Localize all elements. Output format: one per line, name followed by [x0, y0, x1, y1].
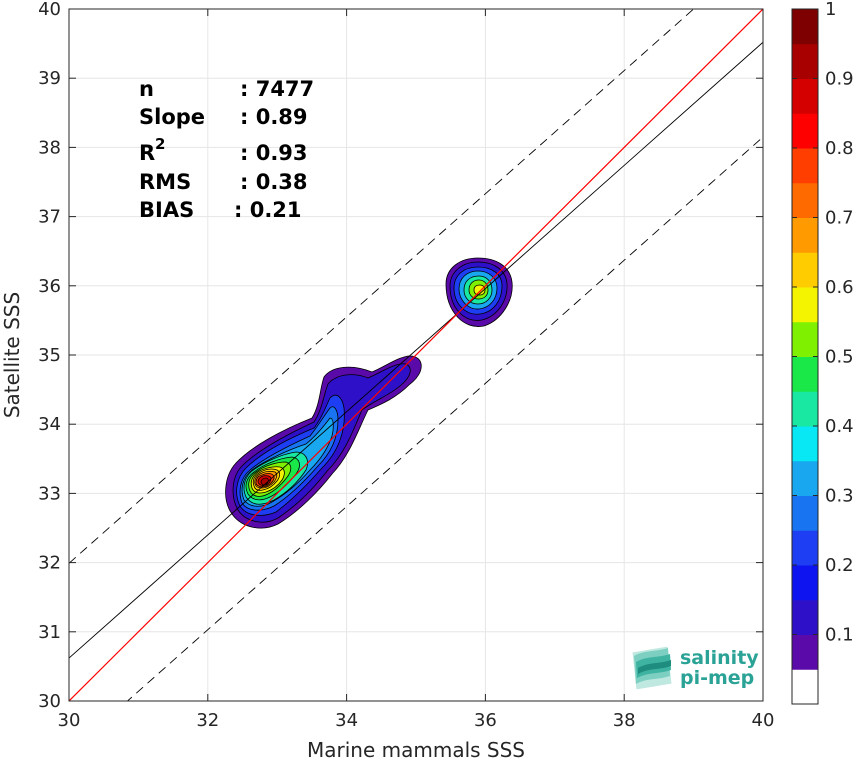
- stat-bias-label: BIAS: [139, 198, 194, 222]
- colorbar-segment: [792, 9, 818, 45]
- colorbar-segment: [792, 113, 818, 149]
- y-axis-title: Satellite SSS: [0, 292, 24, 418]
- y-tick-label: 39: [38, 68, 61, 89]
- y-tick-label: 34: [38, 414, 61, 435]
- rms-envelope-line: [69, 9, 695, 564]
- stat-n-label: n: [139, 77, 154, 101]
- colorbar-segment: [792, 43, 818, 79]
- axis-ticks: 30 32 34 36 38 40 30 31 32 33 34 35 36 37 38 39 40: [38, 0, 774, 731]
- colorbar-segment: [792, 252, 818, 288]
- colorbar-segment: [792, 78, 818, 114]
- colorbar-segment: [792, 669, 818, 705]
- wave-logo-icon: [631, 645, 673, 691]
- y-tick-label: 40: [38, 0, 61, 20]
- colorbar-segment: [792, 634, 818, 670]
- colorbar-tick-label: 0.6: [825, 277, 854, 298]
- stat-bias-value: : 0.21: [234, 198, 302, 222]
- x-tick-label: 34: [335, 710, 358, 731]
- colorbar-tick-label: 0.2: [825, 555, 854, 576]
- y-tick-label: 33: [38, 483, 61, 504]
- y-tick-label: 36: [38, 276, 61, 297]
- x-tick-label: 38: [613, 710, 636, 731]
- logo-salinity-text: salinity: [680, 647, 759, 669]
- colorbar-tick-label: 0.7: [825, 208, 854, 229]
- y-tick-label: 38: [38, 137, 61, 158]
- colorbar-segment: [792, 182, 818, 218]
- y-tick-label: 37: [38, 207, 61, 228]
- colorbar-segment: [792, 217, 818, 253]
- colorbar-segment: [792, 565, 818, 601]
- colorbar-segment: [792, 148, 818, 184]
- colorbar-tick-label: 0.4: [825, 416, 854, 437]
- colorbar-tick-label: 0.3: [825, 486, 854, 507]
- colorbar-segment: [792, 391, 818, 427]
- y-tick-label: 30: [38, 691, 61, 712]
- colorbar-segment: [792, 599, 818, 635]
- colorbar-segment: [792, 460, 818, 496]
- stat-r2-value: : 0.93: [240, 141, 308, 165]
- stat-slope-value: : 0.89: [240, 105, 308, 129]
- colorbar-segment: [792, 321, 818, 357]
- identity-line: [69, 9, 763, 701]
- stats-annotation: n : 7477 Slope : 0.89 R 2 : 0.93 RMS : 0…: [139, 77, 314, 222]
- y-tick-label: 35: [38, 345, 61, 366]
- salinity-pi-mep-logo: salinity pi-mep: [631, 645, 759, 691]
- y-tick-label: 31: [38, 622, 61, 643]
- regression-line: [69, 41, 763, 659]
- rms-envelope-line: [126, 136, 763, 701]
- colorbar-segment: [792, 495, 818, 531]
- stat-rms-label: RMS: [139, 170, 191, 194]
- stat-n-value: : 7477: [240, 77, 314, 101]
- colorbar-segment: [792, 287, 818, 323]
- x-tick-label: 32: [196, 710, 219, 731]
- colorbar-tick-label: 0.8: [825, 138, 854, 159]
- colorbar-tick-label: 0.1: [825, 625, 854, 646]
- x-tick-label: 30: [58, 710, 81, 731]
- grid-lines: [68, 8, 764, 702]
- colorbar-segment: [792, 426, 818, 462]
- x-axis-title: Marine mammals SSS: [307, 738, 525, 762]
- x-tick-label: 40: [752, 710, 775, 731]
- colorbar-tick-label: 0.9: [825, 69, 854, 90]
- colorbar-tick-label: 1: [825, 0, 836, 20]
- stat-r2-label: R: [139, 141, 155, 165]
- x-tick-label: 36: [474, 710, 497, 731]
- stat-r2-superscript: 2: [155, 135, 165, 153]
- logo-pimep-text: pi-mep: [680, 667, 754, 689]
- colorbar-segment: [792, 530, 818, 566]
- stat-rms-value: : 0.38: [240, 170, 308, 194]
- stat-slope-label: Slope: [139, 105, 205, 129]
- colorbar-segment: [792, 356, 818, 392]
- colorbar-tick-label: 0.5: [825, 347, 854, 368]
- colorbar: 0.1 0.2 0.3 0.4 0.5 0.6 0.7 0.8 0.9 1: [791, 0, 854, 705]
- reference-lines: [69, 9, 763, 701]
- y-tick-label: 32: [38, 553, 61, 574]
